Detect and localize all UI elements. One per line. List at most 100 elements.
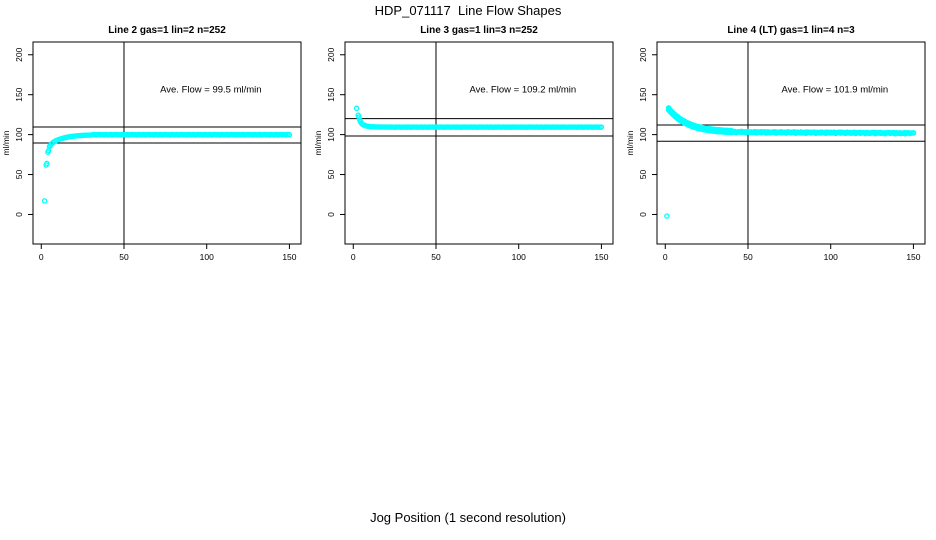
data-point [798,130,804,136]
ave-flow-annotation: Ave. Flow = 99.5 ml/min [160,84,261,95]
data-point [803,130,809,137]
y-tick-label: 0 [638,212,648,217]
data-point [773,130,779,136]
data-point [738,129,745,136]
data-point [852,130,859,137]
panel-title: Line 3 gas=1 lin=3 n=252 [420,25,538,36]
x-tick-label: 150 [594,252,608,262]
panel-title: Line 4 (LT) gas=1 lin=4 n=3 [727,25,855,36]
data-point [827,130,834,136]
x-axis: 0 50 100 150 [351,244,609,262]
y-axis: 0 50 100 150 200 [326,47,345,217]
ave-flow-annotation: Ave. Flow = 109.2 ml/min [469,84,576,95]
y-axis: 0 50 100 150 200 [14,47,33,217]
ref-lines [33,42,301,244]
data-point [808,130,814,136]
ref-lines [657,42,925,244]
data-point [768,129,774,136]
data-point [778,129,784,136]
data-points [41,131,293,204]
data-point [877,130,884,137]
data-point [353,105,360,112]
data-point [842,130,849,137]
y-tick-label: 0 [326,212,336,217]
data-point [748,129,755,136]
x-tick-label: 0 [663,252,668,262]
y-axis-title: ml/min [625,130,635,155]
data-point [763,130,769,136]
y-axis: 0 50 100 150 200 [638,47,657,217]
x-tick-label: 0 [351,252,356,262]
x-tick-label: 150 [906,252,920,262]
y-tick-label: 50 [14,170,24,180]
x-axis-label: Jog Position (1 second resolution) [370,510,566,525]
x-tick-label: 0 [39,252,44,262]
data-point [822,130,829,137]
y-tick-label: 150 [638,87,648,101]
data-point [872,130,879,137]
figure-title: HDP_071117 Line Flow Shapes [374,3,562,18]
y-tick-label: 100 [638,127,648,141]
data-point [902,131,908,137]
x-tick-label: 50 [743,252,753,262]
data-point [286,131,293,138]
data-point [728,129,735,136]
plot-box [32,41,302,245]
data-point [598,124,605,130]
data-point [783,130,789,136]
ref-lines [345,42,613,244]
flow-panel-line2: Line 2 gas=1 lin=2 n=252 0 50 100 150 0 50 100 1… [1,25,302,262]
data-point [356,114,362,120]
x-tick-label: 50 [119,252,129,262]
x-tick-label: 100 [824,252,838,262]
ave-flow-annotation: Ave. Flow = 101.9 ml/min [781,84,888,95]
plot-box [344,41,614,245]
data-point [818,130,824,136]
panels-row: Line 2 gas=1 lin=2 n=252 0 50 100 150 0 50 100 1… [0,20,936,270]
data-point [887,130,894,137]
x-axis: 0 50 100 150 [663,244,921,262]
plot-box [656,41,926,245]
y-tick-label: 50 [638,170,648,180]
data-point [793,130,799,136]
data-point [733,129,740,136]
data-point [857,130,864,137]
data-point [837,130,844,136]
x-axis: 0 50 100 150 [39,244,297,262]
x-tick-label: 150 [282,252,296,262]
data-point [862,130,869,137]
data-point [743,130,750,136]
data-point [892,130,898,137]
y-tick-label: 150 [14,87,24,101]
data-point [813,130,819,137]
data-points [664,105,917,219]
data-point [910,130,917,136]
y-tick-label: 100 [326,127,336,141]
y-tick-label: 200 [638,47,648,61]
y-tick-label: 200 [326,47,336,61]
data-points [353,105,605,131]
y-axis-title: ml/min [1,130,11,155]
y-axis-title: ml/min [313,130,323,155]
data-point [897,130,903,137]
data-point [867,130,874,137]
data-point [907,130,913,137]
flow-panel-line4: Line 4 (LT) gas=1 lin=4 n=3 0 50 100 150 0 50 1… [625,25,926,262]
data-point [882,130,889,137]
data-point [788,130,794,136]
data-point [44,160,50,167]
data-point [753,130,760,136]
y-tick-label: 200 [14,47,24,61]
y-tick-label: 0 [14,212,24,217]
data-point [758,129,764,136]
x-tick-label: 100 [200,252,214,262]
y-tick-label: 100 [14,127,24,141]
data-point [41,198,48,204]
y-tick-label: 150 [326,87,336,101]
y-tick-label: 50 [326,170,336,180]
flow-panel-line3: Line 3 gas=1 lin=3 n=252 0 50 100 150 0 50 100 1… [313,25,614,262]
x-tick-label: 50 [431,252,441,262]
data-point [832,130,839,137]
panel-title: Line 2 gas=1 lin=2 n=252 [108,25,226,36]
